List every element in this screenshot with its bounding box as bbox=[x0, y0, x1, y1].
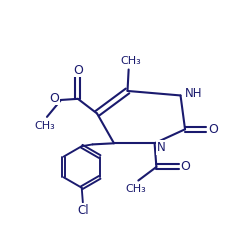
Text: O: O bbox=[208, 123, 218, 136]
Text: CH₃: CH₃ bbox=[120, 56, 141, 66]
Text: O: O bbox=[73, 64, 83, 77]
Text: CH₃: CH₃ bbox=[34, 121, 55, 131]
Text: NH: NH bbox=[185, 87, 202, 100]
Text: CH₃: CH₃ bbox=[126, 184, 146, 194]
Text: N: N bbox=[156, 141, 165, 154]
Text: Cl: Cl bbox=[78, 204, 89, 217]
Text: O: O bbox=[180, 160, 190, 173]
Text: O: O bbox=[50, 92, 60, 105]
